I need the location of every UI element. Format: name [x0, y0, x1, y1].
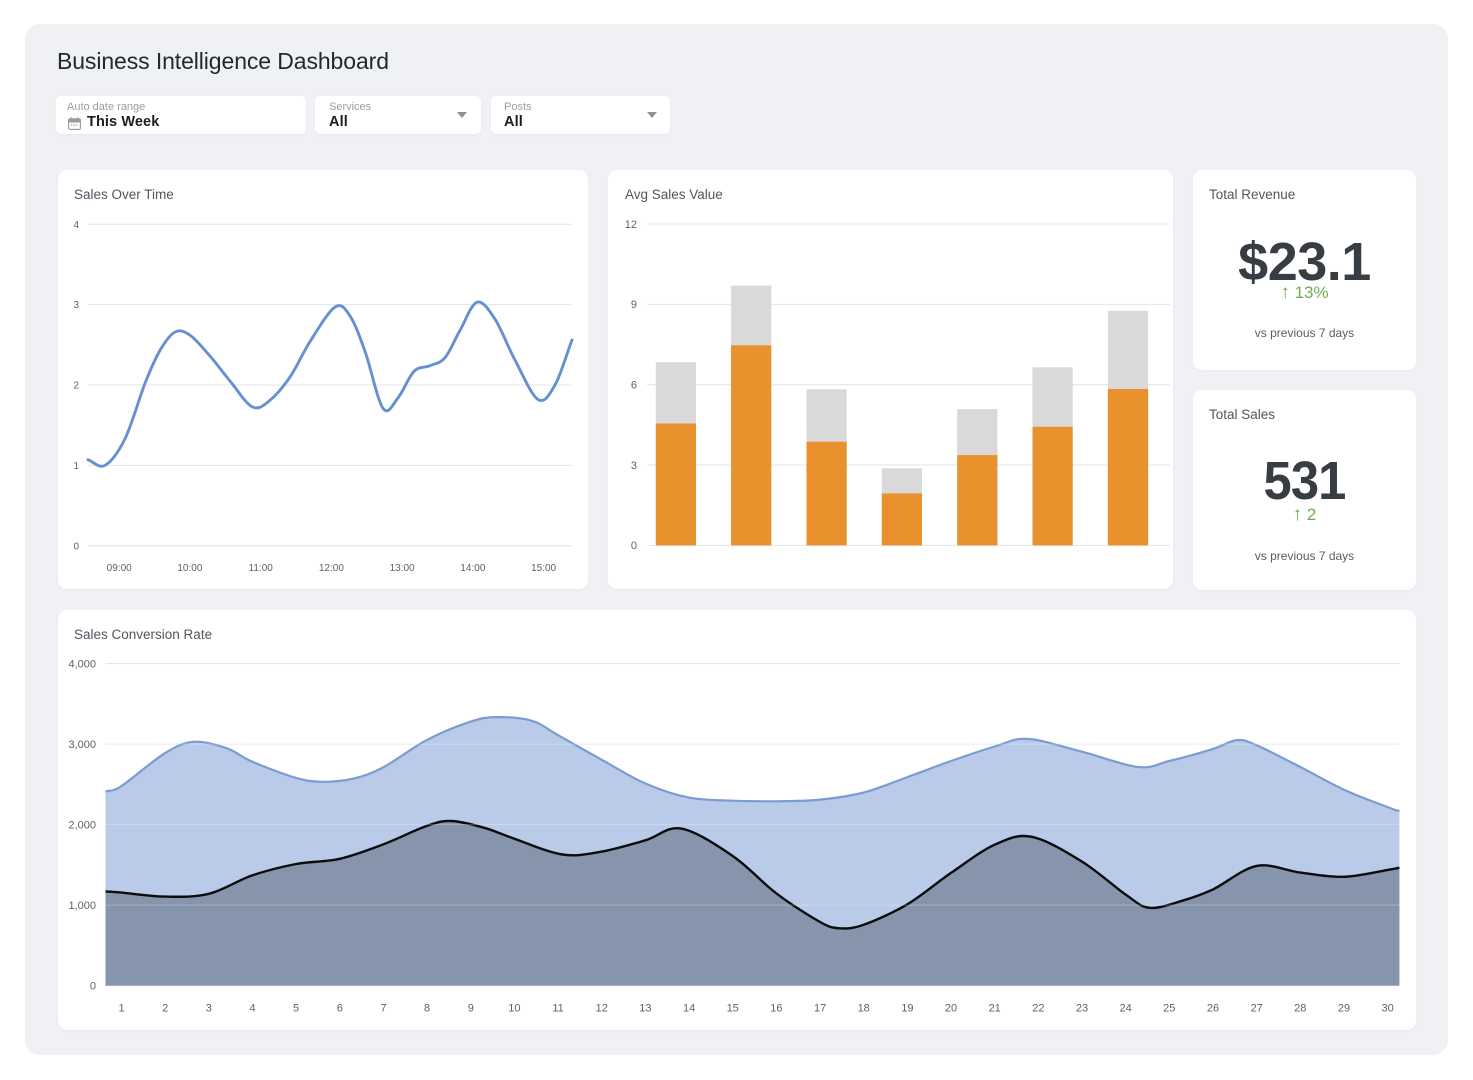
svg-text:1: 1: [118, 1003, 124, 1015]
svg-text:14:00: 14:00: [460, 563, 485, 574]
svg-text:9: 9: [468, 1003, 474, 1015]
svg-text:1,000: 1,000: [68, 900, 96, 912]
svg-text:0: 0: [90, 980, 96, 992]
svg-text:21: 21: [989, 1003, 1001, 1015]
svg-text:17: 17: [814, 1003, 826, 1015]
svg-text:24: 24: [1120, 1003, 1132, 1015]
svg-text:12:00: 12:00: [319, 563, 344, 574]
svg-text:7: 7: [380, 1003, 386, 1015]
svg-text:16: 16: [770, 1003, 782, 1015]
svg-text:30: 30: [1381, 1003, 1393, 1015]
svg-text:2: 2: [162, 1003, 168, 1015]
svg-text:23: 23: [1076, 1003, 1088, 1015]
svg-text:20: 20: [945, 1003, 957, 1015]
svg-text:3: 3: [206, 1003, 212, 1015]
svg-text:0: 0: [73, 541, 79, 552]
svg-text:4: 4: [249, 1003, 255, 1015]
svg-text:3,000: 3,000: [68, 739, 96, 751]
svg-text:12: 12: [596, 1003, 608, 1015]
svg-text:10: 10: [508, 1003, 520, 1015]
svg-text:4,000: 4,000: [68, 658, 96, 670]
svg-text:8: 8: [424, 1003, 430, 1015]
svg-text:12: 12: [625, 219, 637, 231]
svg-text:13:00: 13:00: [390, 563, 415, 574]
svg-text:6: 6: [337, 1003, 343, 1015]
svg-text:15:00: 15:00: [531, 563, 556, 574]
svg-text:9: 9: [631, 299, 637, 311]
svg-text:11: 11: [552, 1003, 563, 1015]
svg-text:1: 1: [73, 461, 79, 472]
svg-text:19: 19: [901, 1003, 913, 1015]
svg-text:28: 28: [1294, 1003, 1306, 1015]
svg-text:5: 5: [293, 1003, 299, 1015]
svg-text:14: 14: [683, 1003, 695, 1015]
svg-text:6: 6: [631, 380, 637, 392]
svg-text:26: 26: [1207, 1003, 1219, 1015]
svg-text:3: 3: [73, 300, 79, 311]
svg-text:25: 25: [1163, 1003, 1175, 1015]
svg-text:27: 27: [1251, 1003, 1263, 1015]
svg-text:09:00: 09:00: [107, 563, 132, 574]
svg-text:11:00: 11:00: [249, 563, 274, 574]
svg-text:2,000: 2,000: [68, 819, 96, 831]
svg-text:2: 2: [73, 381, 79, 392]
svg-text:13: 13: [639, 1003, 651, 1015]
svg-text:29: 29: [1338, 1003, 1350, 1015]
svg-text:3: 3: [631, 460, 637, 472]
svg-text:18: 18: [858, 1003, 870, 1015]
svg-text:10:00: 10:00: [177, 563, 202, 574]
svg-text:15: 15: [727, 1003, 739, 1015]
svg-text:0: 0: [631, 540, 637, 552]
svg-text:22: 22: [1032, 1003, 1044, 1015]
svg-text:4: 4: [73, 220, 79, 231]
